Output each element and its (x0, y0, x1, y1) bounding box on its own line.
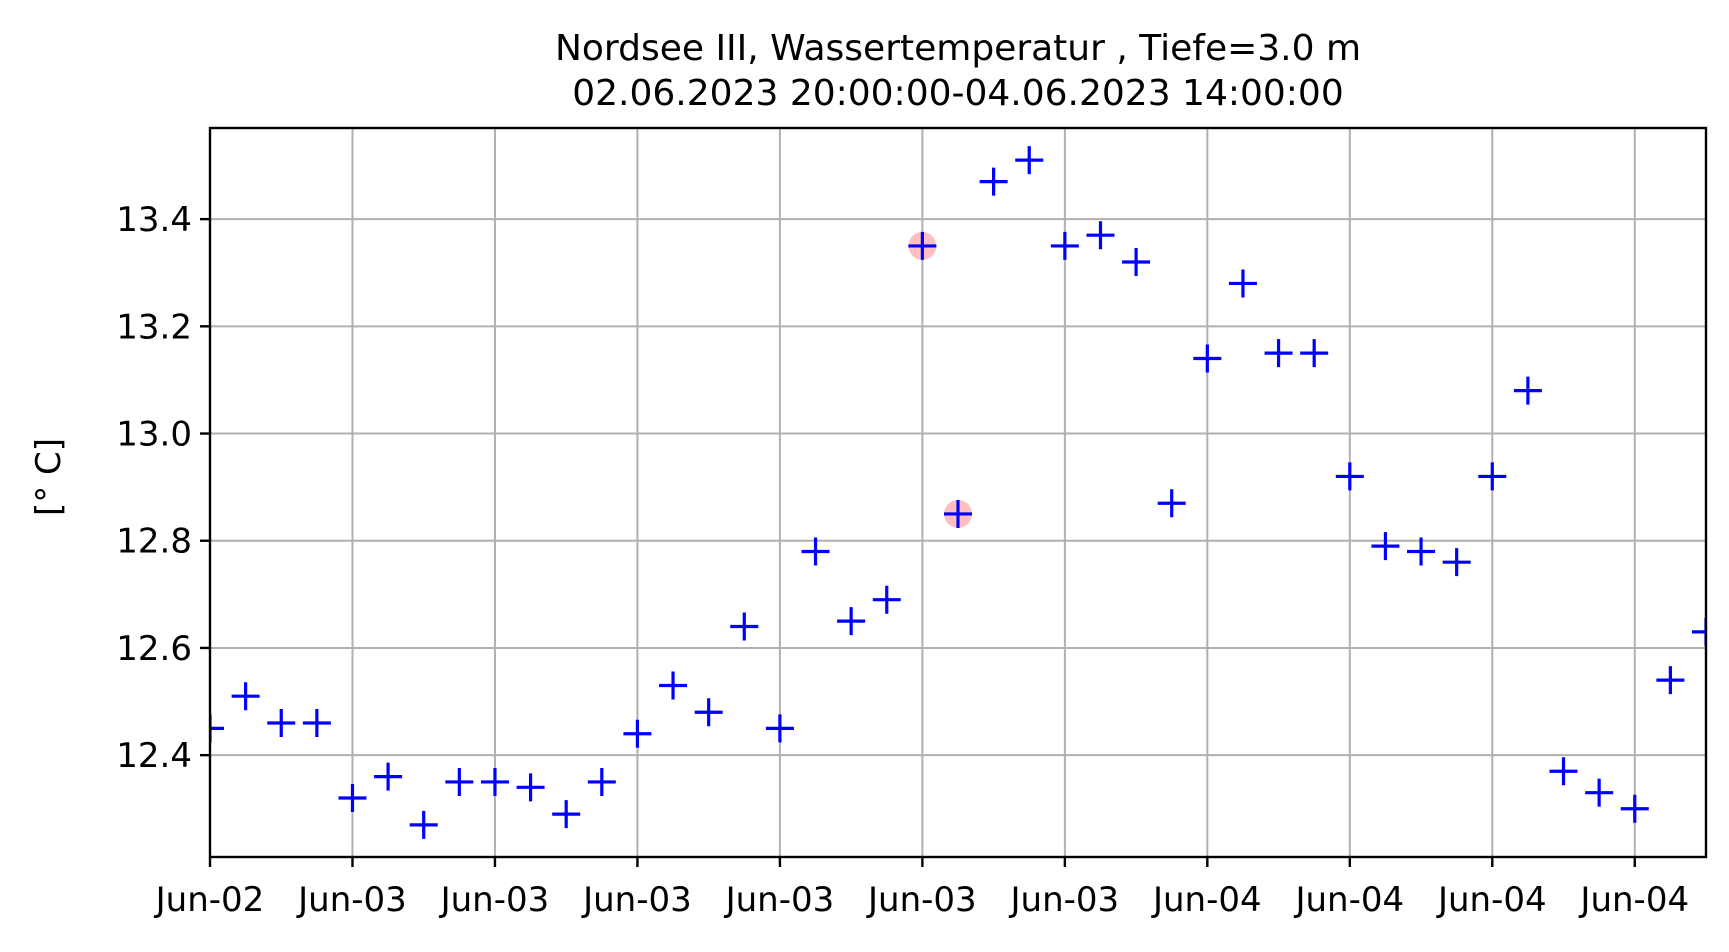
y-tick-label: 13.0 (116, 415, 192, 455)
data-point (1264, 339, 1293, 368)
data-point (801, 537, 830, 566)
data-point (1442, 548, 1471, 577)
data-point (1371, 532, 1400, 561)
data-point (1300, 339, 1329, 368)
data-point (338, 784, 367, 813)
x-tick-label: Jun-04 (1578, 880, 1689, 920)
data-point (1585, 778, 1614, 807)
data-point (1086, 221, 1115, 250)
highlight-layer (908, 231, 972, 528)
data-point (1157, 489, 1186, 518)
data-point (1335, 462, 1364, 491)
data-point (267, 708, 296, 737)
data-point (1015, 146, 1044, 175)
x-tick-label: Jun-04 (1436, 880, 1547, 920)
marker-layer (210, 146, 1706, 839)
x-tick-label: Jun-03 (724, 880, 835, 920)
data-point (837, 607, 866, 636)
x-tick-label: Jun-03 (1009, 880, 1120, 920)
data-point (694, 698, 723, 727)
data-point (552, 800, 581, 829)
data-point (1478, 462, 1507, 491)
chart-subtitle: 02.06.2023 20:00:00-04.06.2023 14:00:00 (572, 73, 1344, 114)
data-point (908, 231, 937, 260)
data-point (765, 714, 794, 743)
x-tick-label: Jun-03 (296, 880, 407, 920)
x-tick-label: Jun-04 (1293, 880, 1404, 920)
data-point (1228, 269, 1257, 298)
y-axis-label: [° C] (29, 438, 69, 516)
data-point (1549, 757, 1578, 786)
data-point (1620, 794, 1649, 823)
x-tick-label: Jun-04 (1151, 880, 1262, 920)
data-point (374, 762, 403, 791)
data-point (1407, 537, 1436, 566)
chart-title: Nordsee III, Wassertemperatur , Tiefe=3.… (555, 28, 1361, 69)
x-tick-label: Jun-03 (581, 880, 692, 920)
tick-layer: Jun-02 Jun-03 Jun-03 Jun-03 Jun-03 Jun-03 Jun-… (116, 200, 1689, 920)
data-point (944, 499, 972, 528)
y-tick-label: 13.2 (116, 307, 192, 347)
data-point (480, 767, 509, 796)
data-point (231, 682, 260, 711)
data-point (1193, 344, 1222, 373)
data-point (302, 708, 331, 737)
data-point (445, 767, 474, 796)
data-point (1513, 376, 1542, 405)
data-point (1050, 231, 1079, 260)
data-point (1122, 248, 1151, 277)
data-point (587, 767, 616, 796)
data-point (872, 585, 901, 614)
x-tick-label: Jun-02 (154, 880, 265, 920)
x-tick-label: Jun-03 (866, 880, 977, 920)
y-tick-label: 13.4 (116, 200, 192, 240)
y-tick-label: 12.8 (116, 522, 192, 562)
data-point (659, 671, 688, 700)
data-point (730, 612, 759, 641)
x-tick-label: Jun-03 (439, 880, 550, 920)
data-point (409, 810, 438, 839)
y-tick-label: 12.4 (116, 736, 192, 776)
data-point (210, 714, 224, 743)
data-point (979, 167, 1008, 196)
grid-layer (209, 128, 1706, 857)
data-point (1656, 666, 1685, 695)
data-point (1692, 617, 1706, 646)
plot-frame (208, 126, 1708, 859)
data-point (516, 773, 545, 802)
data-point (623, 719, 652, 748)
y-tick-label: 12.6 (116, 629, 192, 669)
